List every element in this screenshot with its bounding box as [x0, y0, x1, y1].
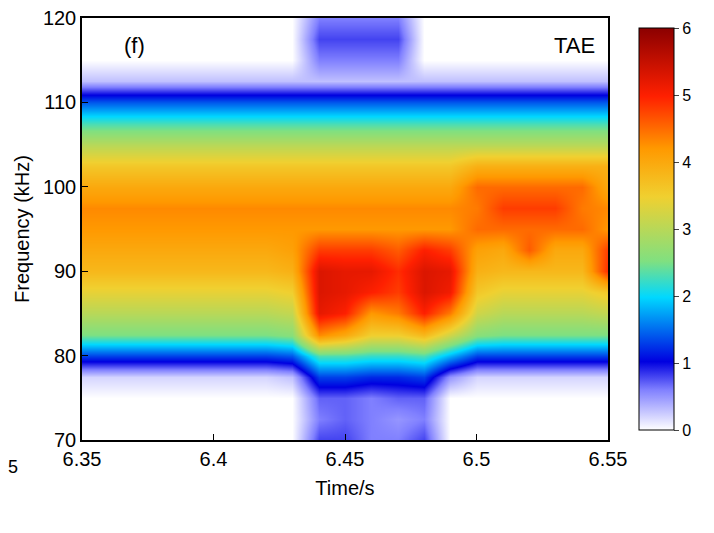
svg-text:120: 120	[43, 7, 76, 29]
svg-text:6.45: 6.45	[326, 448, 365, 470]
svg-text:110: 110	[44, 91, 76, 113]
svg-text:80: 80	[54, 345, 76, 367]
svg-text:Frequency (kHz): Frequency (kHz)	[11, 155, 33, 303]
svg-text:6: 6	[682, 20, 691, 37]
svg-text:(f): (f)	[124, 33, 145, 58]
svg-text:3: 3	[682, 221, 691, 238]
svg-text:5: 5	[682, 87, 691, 104]
svg-text:100: 100	[43, 176, 76, 198]
svg-text:70: 70	[54, 429, 76, 451]
svg-text:4: 4	[682, 154, 691, 171]
svg-text:90: 90	[54, 260, 76, 282]
svg-text:1: 1	[682, 355, 691, 372]
svg-text:5: 5	[8, 457, 18, 477]
svg-text:2: 2	[682, 288, 691, 305]
svg-text:6.4: 6.4	[200, 448, 228, 470]
svg-text:6.35: 6.35	[63, 448, 102, 470]
svg-text:6.55: 6.55	[589, 448, 628, 470]
svg-text:0: 0	[682, 422, 691, 439]
svg-text:TAE: TAE	[554, 33, 595, 58]
svg-text:Time/s: Time/s	[315, 477, 374, 499]
svg-text:6.5: 6.5	[463, 448, 491, 470]
